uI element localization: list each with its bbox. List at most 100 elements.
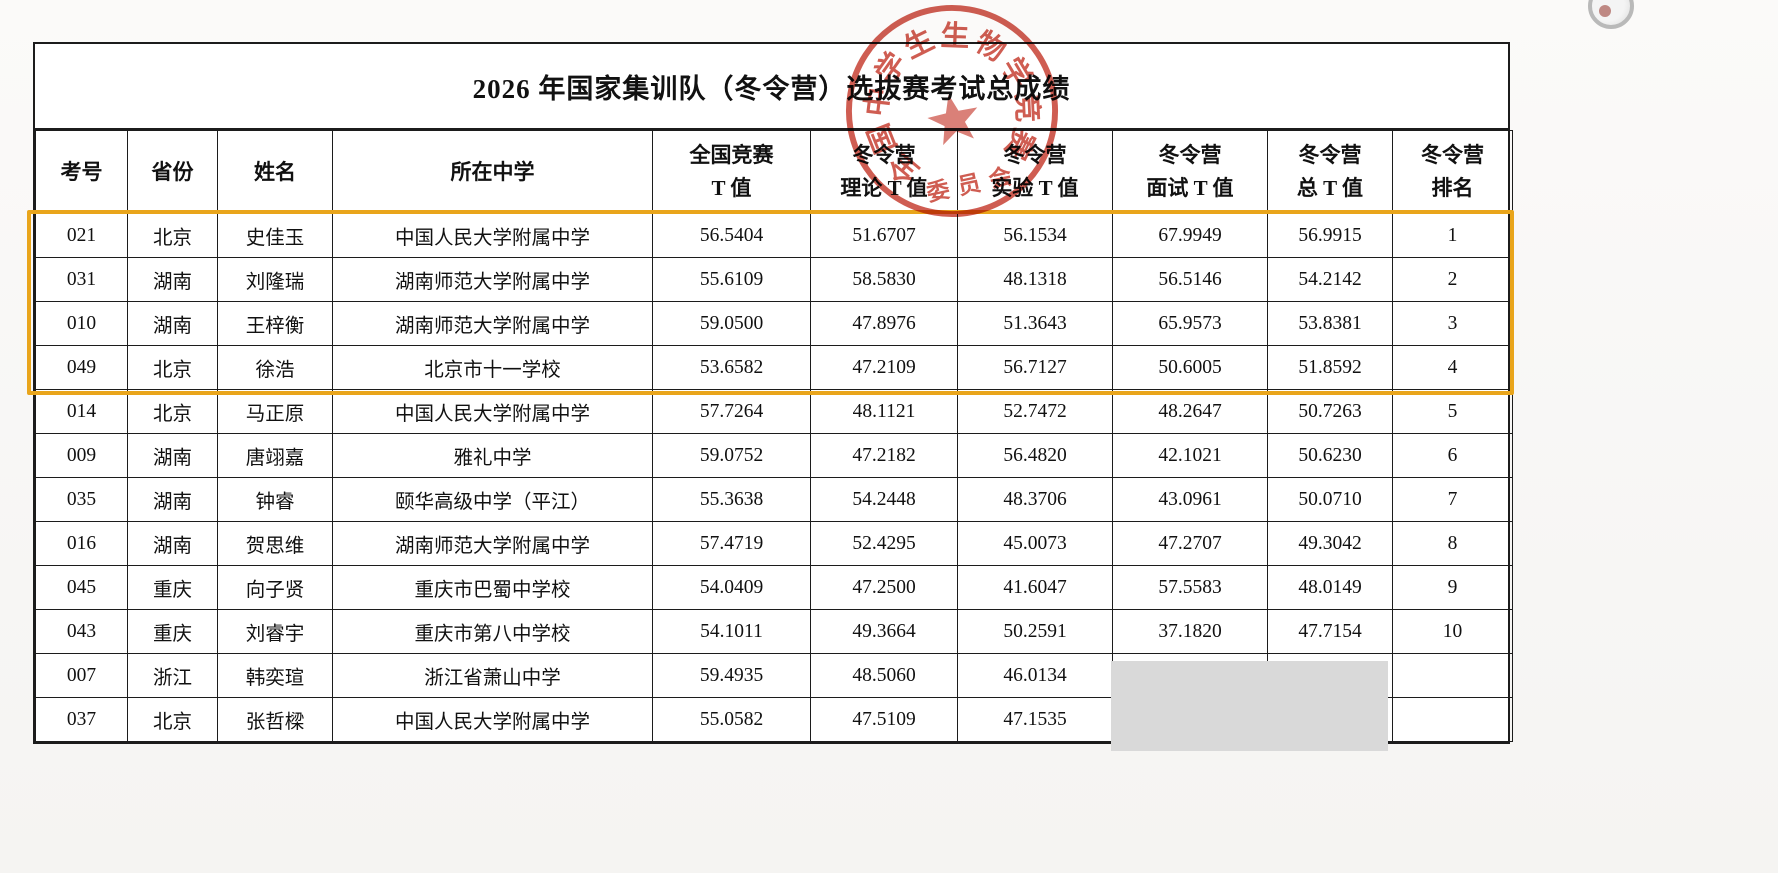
cell-exam-number: 021 — [35, 213, 128, 258]
cell-national-contest-t: 59.0500 — [652, 301, 811, 346]
cell-national-contest-t: 54.1011 — [652, 609, 811, 654]
cell-camp-experiment-t: 56.7127 — [957, 345, 1113, 390]
column-header-camp-interview-t: 冬令营 面试 T 值 — [1112, 130, 1268, 214]
cell-student-name: 唐翊嘉 — [217, 433, 333, 478]
column-header-province: 省份 — [127, 130, 218, 214]
cell-camp-interview-t: 67.9949 — [1112, 213, 1268, 258]
cell-exam-number: 043 — [35, 609, 128, 654]
column-header-camp-total-t: 冬令营 总 T 值 — [1267, 130, 1393, 214]
cell-camp-rank — [1392, 653, 1513, 698]
cell-exam-number: 010 — [35, 301, 128, 346]
cell-camp-theory-t: 49.3664 — [810, 609, 958, 654]
results-table: 考号 省份 姓名 所在中学 全国竞赛 T 值冬令营 理论 T 值冬令营 实验 T 值冬令… — [35, 130, 1513, 742]
cell-camp-rank: 5 — [1392, 389, 1513, 434]
table-row: 035 湖南 钟睿 颐华高级中学（平江） 55.3638 54.2448 48.3706 43… — [35, 477, 1513, 522]
cell-camp-total-t: 54.2142 — [1267, 257, 1393, 302]
cell-camp-theory-t: 48.5060 — [810, 653, 958, 698]
column-header-student-name: 姓名 — [217, 130, 333, 214]
table-row: 045 重庆 向子贤 重庆市巴蜀中学校 54.0409 47.2500 41.6047 57.… — [35, 565, 1513, 610]
cell-exam-number: 035 — [35, 477, 128, 522]
column-header-national-contest-t: 全国竞赛 T 值 — [652, 130, 811, 214]
cell-camp-rank: 9 — [1392, 565, 1513, 610]
cell-camp-interview-t: 50.6005 — [1112, 345, 1268, 390]
cell-camp-experiment-t: 47.1535 — [957, 697, 1113, 742]
cell-camp-theory-t: 54.2448 — [810, 477, 958, 522]
cell-camp-total-t: 48.0149 — [1267, 565, 1393, 610]
cell-student-name: 向子贤 — [217, 565, 333, 610]
cell-camp-theory-t: 47.2182 — [810, 433, 958, 478]
table-row: 010 湖南 王梓衡 湖南师范大学附属中学 59.0500 47.8976 51.3643 6… — [35, 301, 1513, 346]
cell-province: 湖南 — [127, 257, 218, 302]
cell-camp-rank: 7 — [1392, 477, 1513, 522]
cell-province: 重庆 — [127, 609, 218, 654]
cell-student-name: 刘睿宇 — [217, 609, 333, 654]
cell-school: 湖南师范大学附属中学 — [332, 257, 653, 302]
column-header-exam-number: 考号 — [35, 130, 128, 214]
header-row: 考号 省份 姓名 所在中学 全国竞赛 T 值冬令营 理论 T 值冬令营 实验 T 值冬令… — [35, 130, 1513, 214]
cell-exam-number: 016 — [35, 521, 128, 566]
column-header-camp-experiment-t: 冬令营 实验 T 值 — [957, 130, 1113, 214]
cell-national-contest-t: 54.0409 — [652, 565, 811, 610]
column-header-camp-theory-t: 冬令营 理论 T 值 — [810, 130, 958, 214]
cell-camp-rank: 3 — [1392, 301, 1513, 346]
cell-camp-interview-t: 47.2707 — [1112, 521, 1268, 566]
table-row: 016 湖南 贺思维 湖南师范大学附属中学 57.4719 52.4295 45.0073 4… — [35, 521, 1513, 566]
cell-national-contest-t: 57.7264 — [652, 389, 811, 434]
cell-school: 重庆市巴蜀中学校 — [332, 565, 653, 610]
cell-exam-number: 009 — [35, 433, 128, 478]
cell-camp-theory-t: 47.2500 — [810, 565, 958, 610]
corner-sticker-icon — [1588, 0, 1634, 29]
cell-camp-interview-t: 56.5146 — [1112, 257, 1268, 302]
cell-camp-rank: 2 — [1392, 257, 1513, 302]
cell-camp-total-t: 50.0710 — [1267, 477, 1393, 522]
cell-exam-number: 037 — [35, 697, 128, 742]
cell-school: 湖南师范大学附属中学 — [332, 521, 653, 566]
table-row: 009 湖南 唐翊嘉 雅礼中学 59.0752 47.2182 56.4820 42.1021… — [35, 433, 1513, 478]
cell-exam-number: 045 — [35, 565, 128, 610]
table-row: 021 北京 史佳玉 中国人民大学附属中学 56.5404 51.6707 56.1534 6… — [35, 213, 1513, 258]
cell-camp-rank: 6 — [1392, 433, 1513, 478]
redaction-overlay — [1111, 661, 1388, 751]
cell-camp-rank: 1 — [1392, 213, 1513, 258]
cell-national-contest-t: 56.5404 — [652, 213, 811, 258]
cell-camp-experiment-t: 45.0073 — [957, 521, 1113, 566]
cell-camp-interview-t: 57.5583 — [1112, 565, 1268, 610]
cell-exam-number: 014 — [35, 389, 128, 434]
cell-school: 北京市十一学校 — [332, 345, 653, 390]
table-row: 014 北京 马正原 中国人民大学附属中学 57.7264 48.1121 52.7472 4… — [35, 389, 1513, 434]
cell-student-name: 徐浩 — [217, 345, 333, 390]
table-row: 031 湖南 刘隆瑞 湖南师范大学附属中学 55.6109 58.5830 48.1318 5… — [35, 257, 1513, 302]
cell-school: 中国人民大学附属中学 — [332, 697, 653, 742]
cell-national-contest-t: 57.4719 — [652, 521, 811, 566]
cell-camp-total-t: 53.8381 — [1267, 301, 1393, 346]
cell-camp-theory-t: 58.5830 — [810, 257, 958, 302]
cell-national-contest-t: 55.0582 — [652, 697, 811, 742]
cell-student-name: 贺思维 — [217, 521, 333, 566]
cell-province: 湖南 — [127, 433, 218, 478]
table-body: 021 北京 史佳玉 中国人民大学附属中学 56.5404 51.6707 56.1534 6… — [35, 213, 1513, 742]
table-row: 043 重庆 刘睿宇 重庆市第八中学校 54.1011 49.3664 50.2591 37.… — [35, 609, 1513, 654]
cell-province: 浙江 — [127, 653, 218, 698]
cell-camp-theory-t: 47.2109 — [810, 345, 958, 390]
cell-camp-experiment-t: 56.4820 — [957, 433, 1113, 478]
cell-camp-total-t: 47.7154 — [1267, 609, 1393, 654]
cell-camp-experiment-t: 56.1534 — [957, 213, 1113, 258]
cell-province: 湖南 — [127, 521, 218, 566]
cell-camp-rank: 10 — [1392, 609, 1513, 654]
cell-province: 湖南 — [127, 301, 218, 346]
results-table-container: 2026 年国家集训队（冬令营）选拔赛考试总成绩 考号 省份 姓名 所在中学 全国竞赛 … — [33, 42, 1513, 744]
cell-camp-theory-t: 52.4295 — [810, 521, 958, 566]
cell-province: 北京 — [127, 213, 218, 258]
cell-camp-experiment-t: 46.0134 — [957, 653, 1113, 698]
cell-school: 浙江省萧山中学 — [332, 653, 653, 698]
cell-camp-total-t: 49.3042 — [1267, 521, 1393, 566]
cell-camp-total-t: 51.8592 — [1267, 345, 1393, 390]
cell-exam-number: 007 — [35, 653, 128, 698]
cell-camp-total-t: 56.9915 — [1267, 213, 1393, 258]
cell-camp-interview-t: 43.0961 — [1112, 477, 1268, 522]
cell-camp-experiment-t: 48.1318 — [957, 257, 1113, 302]
cell-school: 湖南师范大学附属中学 — [332, 301, 653, 346]
table-row: 049 北京 徐浩 北京市十一学校 53.6582 47.2109 56.7127 50.60… — [35, 345, 1513, 390]
cell-camp-theory-t: 48.1121 — [810, 389, 958, 434]
cell-camp-interview-t: 42.1021 — [1112, 433, 1268, 478]
